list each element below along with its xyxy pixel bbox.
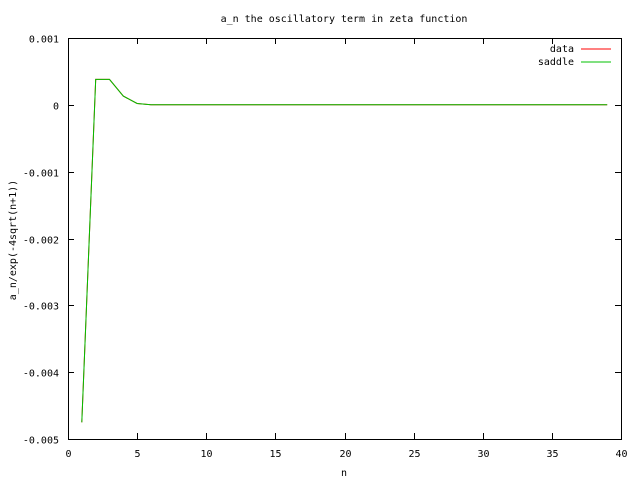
chart-title: a_n the oscillatory term in zeta functio… [221, 14, 468, 25]
legend: data saddle [538, 44, 611, 68]
y-tick-label: 0 [53, 102, 59, 113]
x-tick-label: 20 [339, 449, 351, 460]
y-tick-label: -0.005 [23, 436, 59, 447]
y-axis-label: a_n/exp(-4sqrt(n+1)) [8, 180, 19, 300]
plot-frame [68, 38, 622, 440]
y-tick-label: -0.004 [23, 369, 59, 380]
x-tick-label: 5 [134, 449, 140, 460]
x-tick-label: 35 [546, 449, 558, 460]
series-layer [81, 78, 608, 423]
x-axis: 0 5 10 15 20 25 30 35 40 [65, 38, 628, 460]
legend-label-data: data [550, 44, 574, 55]
x-tick-label: 25 [408, 449, 420, 460]
x-tick-label: 15 [269, 449, 281, 460]
y-tick-label: -0.002 [23, 236, 59, 247]
x-tick-label: 30 [477, 449, 489, 460]
y-axis: 0.001 0 -0.001 -0.002 -0.003 -0.004 -0.005 [23, 35, 621, 447]
series-line-saddle [81, 78, 608, 423]
x-tick-label: 10 [200, 449, 212, 460]
y-tick-label: 0.001 [29, 35, 59, 46]
x-axis-label: n [341, 468, 347, 479]
x-tick-label: 40 [615, 449, 627, 460]
y-tick-label: -0.001 [23, 169, 59, 180]
series-line-data [81, 78, 608, 423]
x-tick-label: 0 [65, 449, 71, 460]
legend-label-saddle: saddle [538, 57, 574, 68]
y-tick-label: -0.003 [23, 302, 59, 313]
